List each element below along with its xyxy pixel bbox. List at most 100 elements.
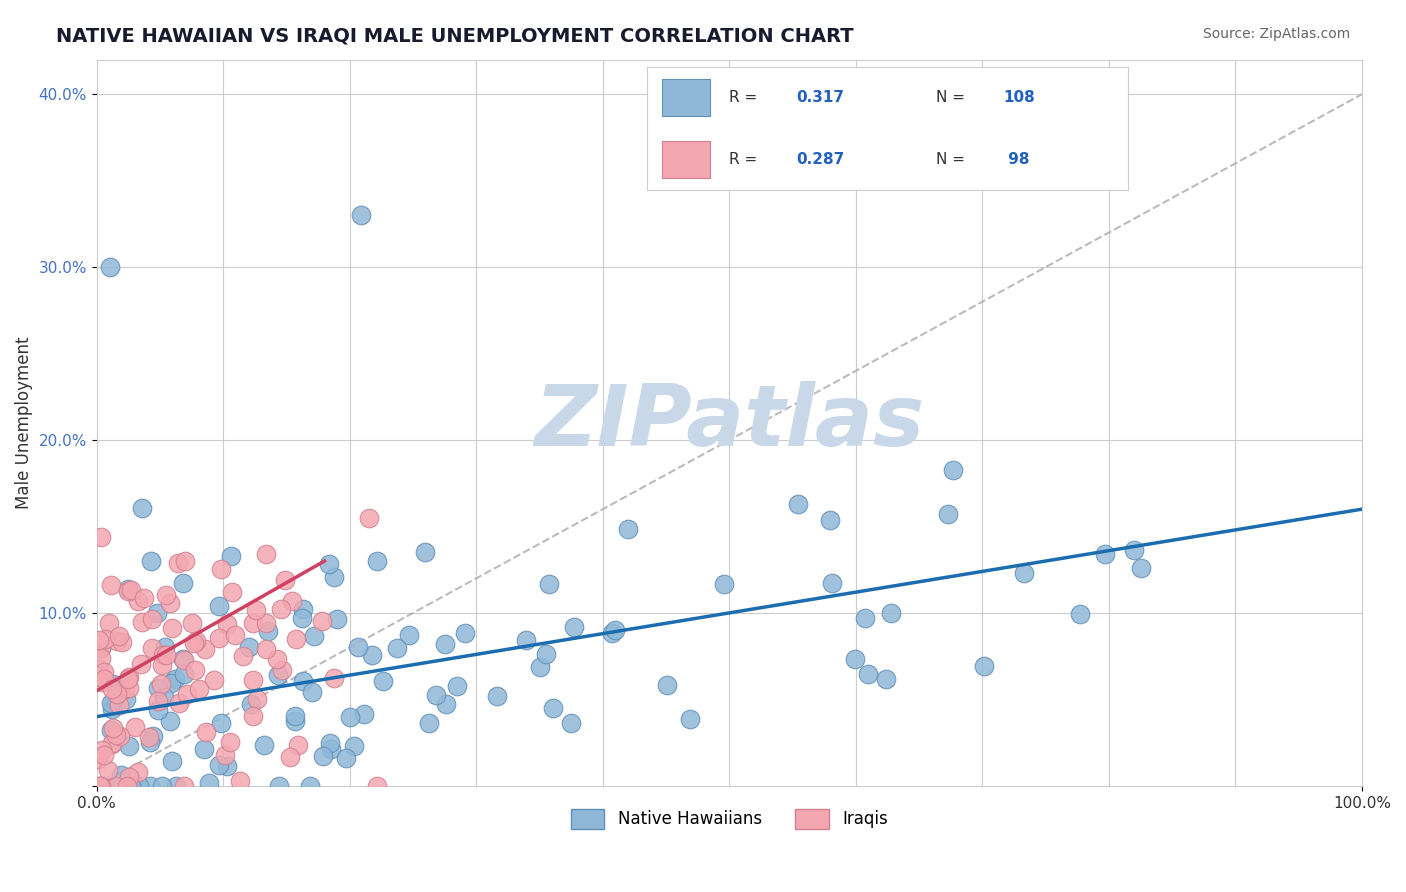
Point: [117, 770, 139, 784]
Text: NATIVE HAWAIIAN VS IRAQI MALE UNEMPLOYMENT CORRELATION CHART: NATIVE HAWAIIAN VS IRAQI MALE UNEMPLOYME…: [56, 27, 853, 45]
Point: [221, 584, 243, 599]
Point: [875, 672, 897, 686]
Point: [319, 742, 342, 756]
Point: [302, 630, 325, 644]
Point: [858, 667, 880, 681]
Point: [89, 779, 111, 793]
Point: [208, 599, 231, 614]
Point: [347, 640, 370, 655]
Point: [117, 739, 139, 753]
Point: [942, 463, 965, 477]
Point: [115, 692, 138, 706]
Legend: Native Hawaiians, Iraqis: Native Hawaiians, Iraqis: [564, 802, 894, 836]
Point: [214, 747, 236, 762]
Point: [155, 588, 177, 602]
Point: [155, 648, 177, 662]
Point: [101, 677, 124, 691]
Point: [339, 710, 361, 724]
Point: [181, 615, 204, 630]
Point: [132, 591, 155, 605]
Point: [173, 779, 195, 793]
Point: [202, 673, 225, 687]
Point: [657, 678, 679, 692]
Point: [311, 615, 333, 629]
Y-axis label: Male Unemployment: Male Unemployment: [15, 336, 32, 509]
Point: [325, 612, 347, 626]
Point: [343, 739, 366, 753]
Point: [357, 510, 380, 524]
Point: [89, 779, 111, 793]
Point: [425, 688, 447, 702]
Point: [600, 625, 623, 640]
Point: [713, 577, 735, 591]
Point: [273, 573, 295, 587]
Point: [973, 658, 995, 673]
Point: [291, 602, 314, 616]
Point: [149, 677, 172, 691]
Point: [89, 632, 111, 647]
Point: [256, 624, 278, 638]
Point: [242, 616, 264, 631]
Point: [127, 594, 149, 608]
Point: [821, 576, 844, 591]
Point: [292, 674, 315, 689]
Point: [242, 709, 264, 723]
Point: [87, 752, 110, 766]
Point: [173, 653, 195, 667]
Point: [271, 663, 294, 677]
Point: [242, 673, 264, 687]
Point: [87, 661, 110, 675]
Point: [110, 768, 132, 782]
Point: [117, 672, 139, 686]
Point: [101, 738, 124, 752]
Point: [90, 530, 112, 544]
Point: [146, 681, 169, 695]
Point: [298, 779, 321, 793]
Point: [1069, 607, 1091, 621]
Point: [100, 723, 122, 737]
Point: [101, 681, 124, 696]
Point: [844, 652, 866, 666]
Point: [124, 720, 146, 734]
Point: [93, 665, 115, 680]
Point: [538, 577, 561, 591]
Point: [184, 663, 207, 677]
Point: [385, 640, 408, 655]
Point: [183, 636, 205, 650]
Point: [541, 700, 564, 714]
Point: [194, 641, 217, 656]
Point: [322, 569, 344, 583]
Point: [335, 750, 357, 764]
Point: [176, 687, 198, 701]
Point: [853, 611, 876, 625]
Point: [245, 603, 267, 617]
Point: [94, 632, 117, 647]
Point: [240, 697, 263, 711]
Point: [100, 577, 122, 591]
Point: [104, 728, 127, 742]
Point: [89, 779, 111, 793]
Point: [254, 641, 277, 656]
Point: [139, 553, 162, 567]
Point: [111, 635, 134, 649]
Point: [108, 729, 131, 743]
Point: [152, 648, 174, 663]
Point: [146, 703, 169, 717]
Point: [167, 696, 190, 710]
Point: [515, 632, 537, 647]
Point: [238, 640, 260, 655]
Point: [162, 621, 184, 635]
Point: [266, 651, 288, 665]
Point: [195, 724, 218, 739]
Point: [215, 758, 238, 772]
Point: [198, 776, 221, 790]
Point: [174, 553, 197, 567]
Point: [318, 558, 340, 572]
Point: [193, 742, 215, 756]
Point: [787, 497, 810, 511]
Point: [312, 749, 335, 764]
Point: [101, 702, 124, 716]
Point: [287, 738, 309, 752]
Point: [165, 779, 187, 793]
Point: [100, 697, 122, 711]
